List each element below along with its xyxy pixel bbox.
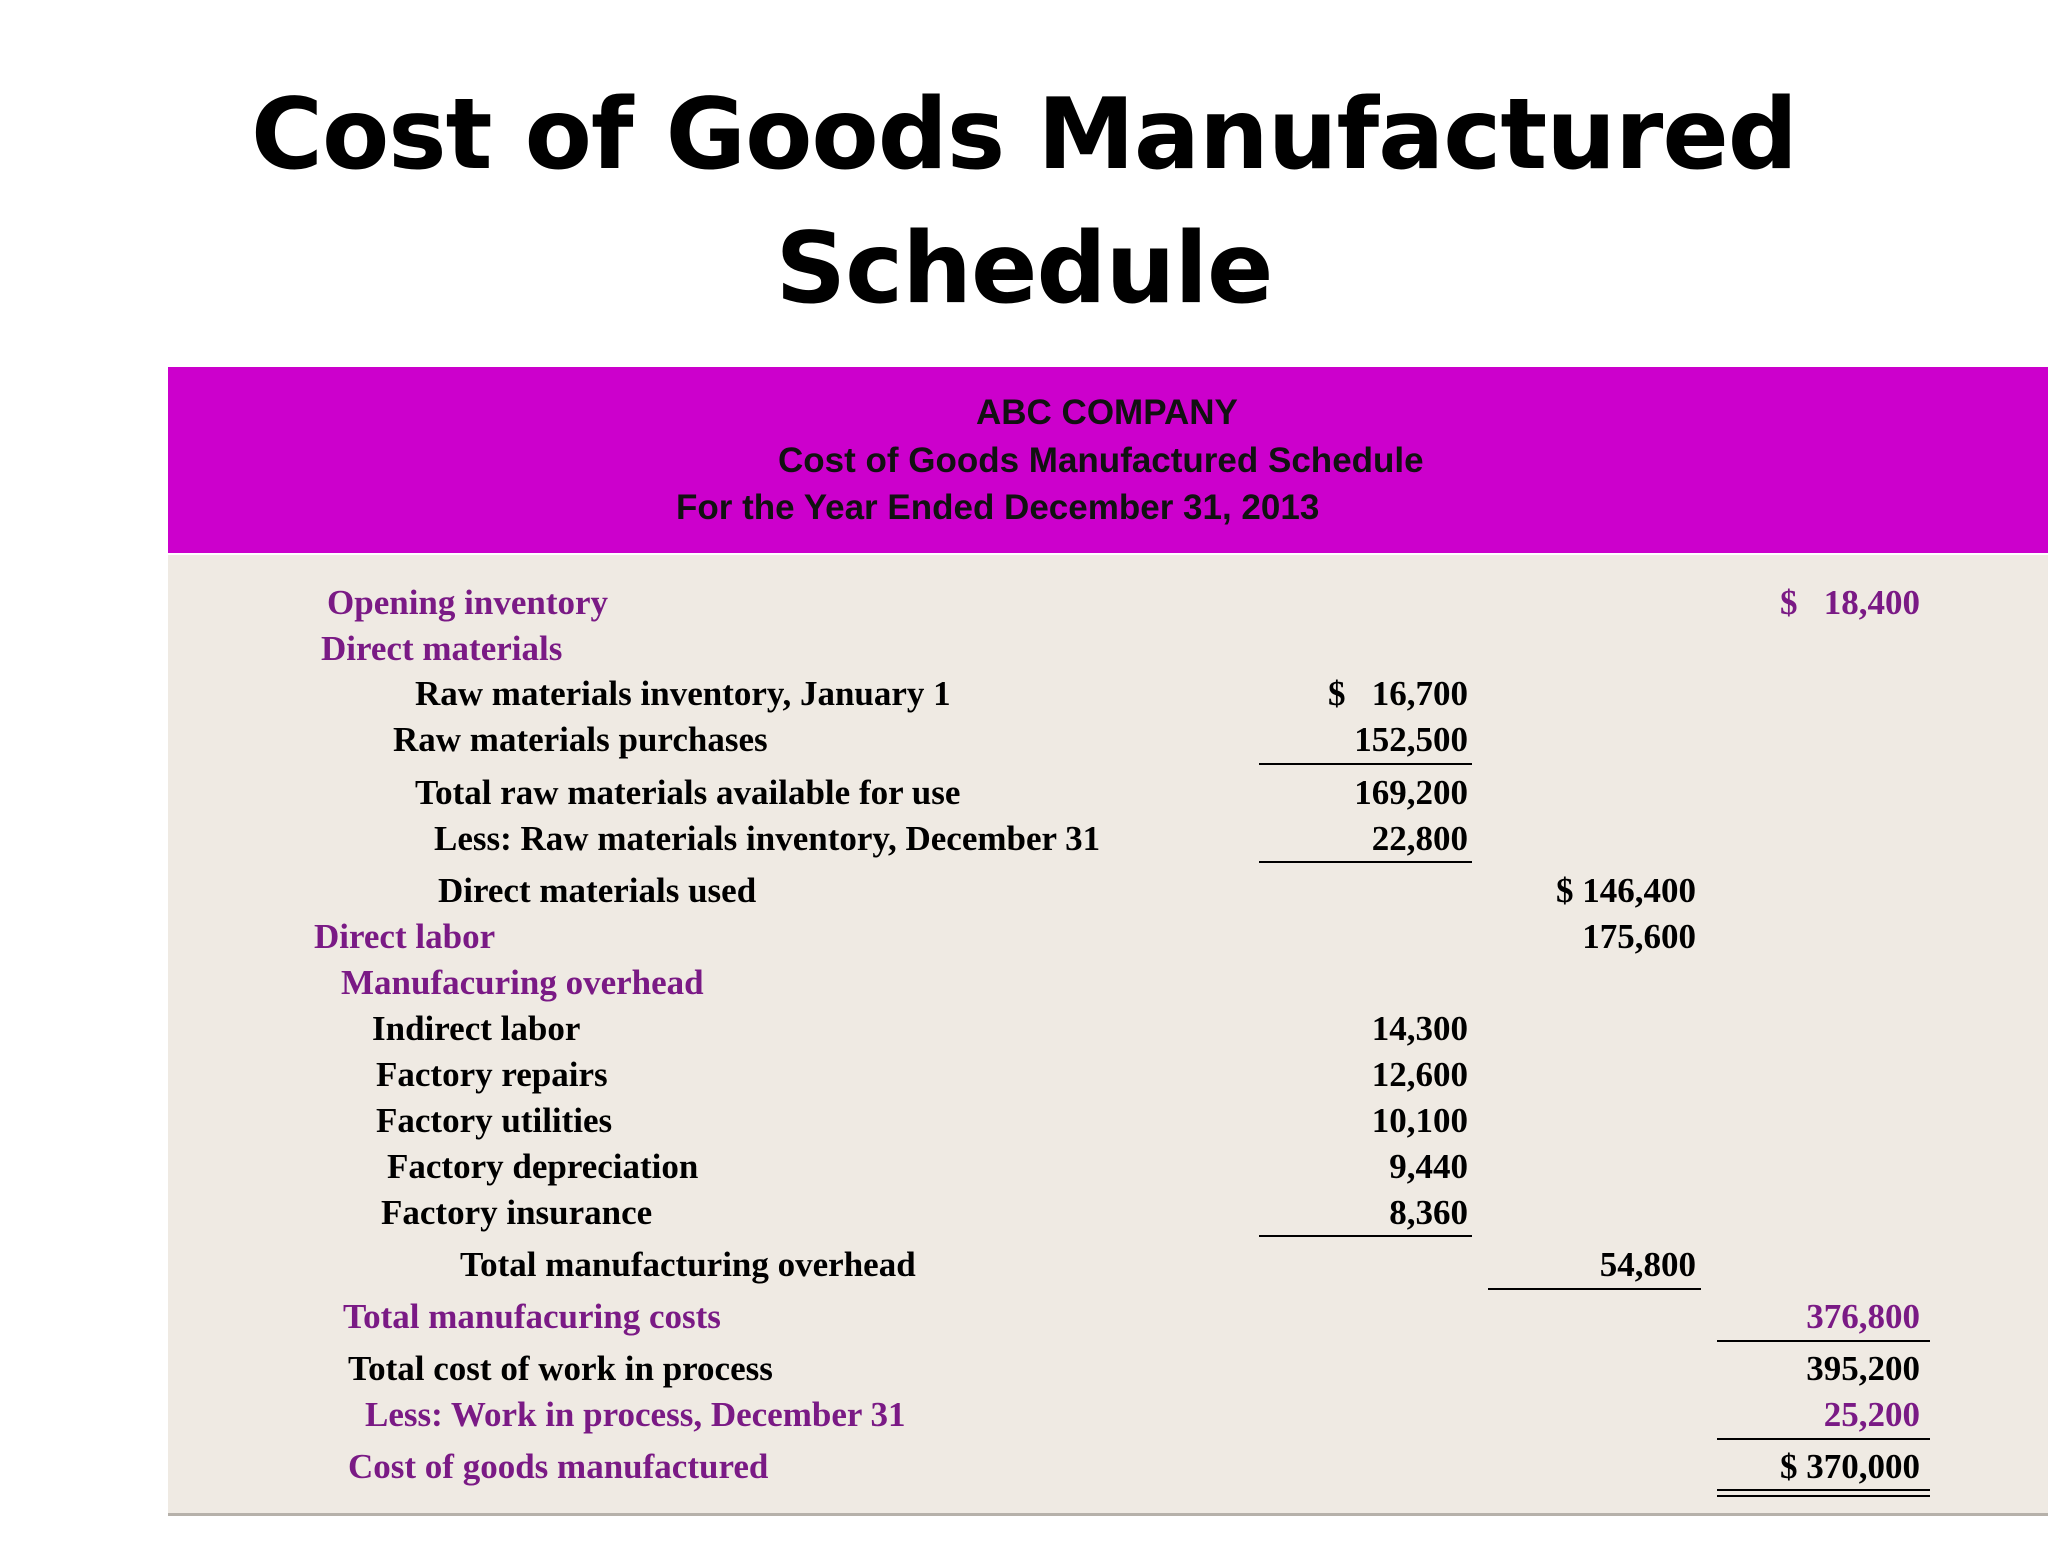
row-label-manufacturing-overhead: Manufacuring overhead xyxy=(341,963,704,1002)
company-name: ABC COMPANY xyxy=(976,393,1238,432)
amount-total-manufacturing-costs: 376,800 xyxy=(1806,1297,1920,1336)
subtotal-rule xyxy=(1259,763,1472,765)
amount-less-work-in-process: 25,200 xyxy=(1823,1395,1920,1434)
row-label-factory-insurance: Factory insurance xyxy=(381,1193,653,1232)
row-label-factory-repairs: Factory repairs xyxy=(376,1055,608,1094)
page-title-line2: Schedule xyxy=(775,212,1274,326)
row-label-opening-inventory: Opening inventory xyxy=(327,583,609,622)
amount-less-raw-materials-dec31: 22,800 xyxy=(1371,819,1468,858)
amount-direct-materials-used: $ 146,400 xyxy=(1556,871,1696,910)
amount-indirect-labor: 14,300 xyxy=(1371,1009,1468,1048)
subtotal-rule xyxy=(1717,1438,1930,1440)
amount-total-raw-materials: 169,200 xyxy=(1354,773,1468,812)
row-label-direct-materials: Direct materials xyxy=(321,629,563,668)
subtotal-rule xyxy=(1259,1235,1472,1237)
statement-name: Cost of Goods Manufactured Schedule xyxy=(778,441,1424,480)
row-label-raw-materials-purchases: Raw materials purchases xyxy=(393,720,768,759)
row-label-indirect-labor: Indirect labor xyxy=(372,1009,581,1048)
amount-total-manufacturing-overhead: 54,800 xyxy=(1599,1245,1696,1284)
amount-factory-insurance: 8,360 xyxy=(1389,1193,1468,1232)
row-label-total-manufacturing-costs: Total manufacuring costs xyxy=(343,1297,721,1336)
row-label-raw-materials-jan1: Raw materials inventory, January 1 xyxy=(415,674,951,713)
amount-factory-depreciation: 9,440 xyxy=(1389,1147,1468,1186)
page-title-line1: Cost of Goods Manufactured xyxy=(251,78,1798,192)
row-label-direct-materials-used: Direct materials used xyxy=(438,871,757,910)
row-label-less-work-in-process: Less: Work in process, December 31 xyxy=(365,1395,906,1434)
row-label-total-manufacturing-overhead: Total manufacturing overhead xyxy=(460,1245,916,1284)
amount-opening-inventory: $ 18,400 xyxy=(1780,583,1920,622)
row-label-factory-depreciation: Factory depreciation xyxy=(387,1147,699,1186)
amount-total-cost-work-in-process: 395,200 xyxy=(1806,1349,1920,1388)
statement-period: For the Year Ended December 31, 2013 xyxy=(676,488,1320,527)
row-label-factory-utilities: Factory utilities xyxy=(376,1101,613,1140)
amount-raw-materials-purchases: 152,500 xyxy=(1354,720,1468,759)
total-double-rule-top xyxy=(1717,1489,1930,1491)
row-label-total-raw-materials: Total raw materials available for use xyxy=(415,773,961,812)
statement-header-band xyxy=(168,367,2048,553)
subtotal-rule xyxy=(1259,861,1472,863)
row-label-direct-labor: Direct labor xyxy=(314,917,496,956)
row-label-total-cost-work-in-process: Total cost of work in process xyxy=(348,1349,773,1388)
amount-direct-labor: 175,600 xyxy=(1582,917,1696,956)
subtotal-rule xyxy=(1717,1340,1930,1342)
amount-factory-utilities: 10,100 xyxy=(1371,1101,1468,1140)
row-label-less-raw-materials-dec31: Less: Raw materials inventory, December … xyxy=(434,819,1101,858)
row-label-cost-of-goods-manufactured: Cost of goods manufactured xyxy=(348,1447,769,1486)
amount-raw-materials-jan1: $ 16,700 xyxy=(1328,674,1468,713)
total-double-rule-bottom xyxy=(1717,1495,1930,1497)
amount-cost-of-goods-manufactured: $ 370,000 xyxy=(1780,1447,1920,1486)
schedule-body xyxy=(168,555,2048,1516)
subtotal-rule xyxy=(1488,1288,1701,1290)
amount-factory-repairs: 12,600 xyxy=(1371,1055,1468,1094)
